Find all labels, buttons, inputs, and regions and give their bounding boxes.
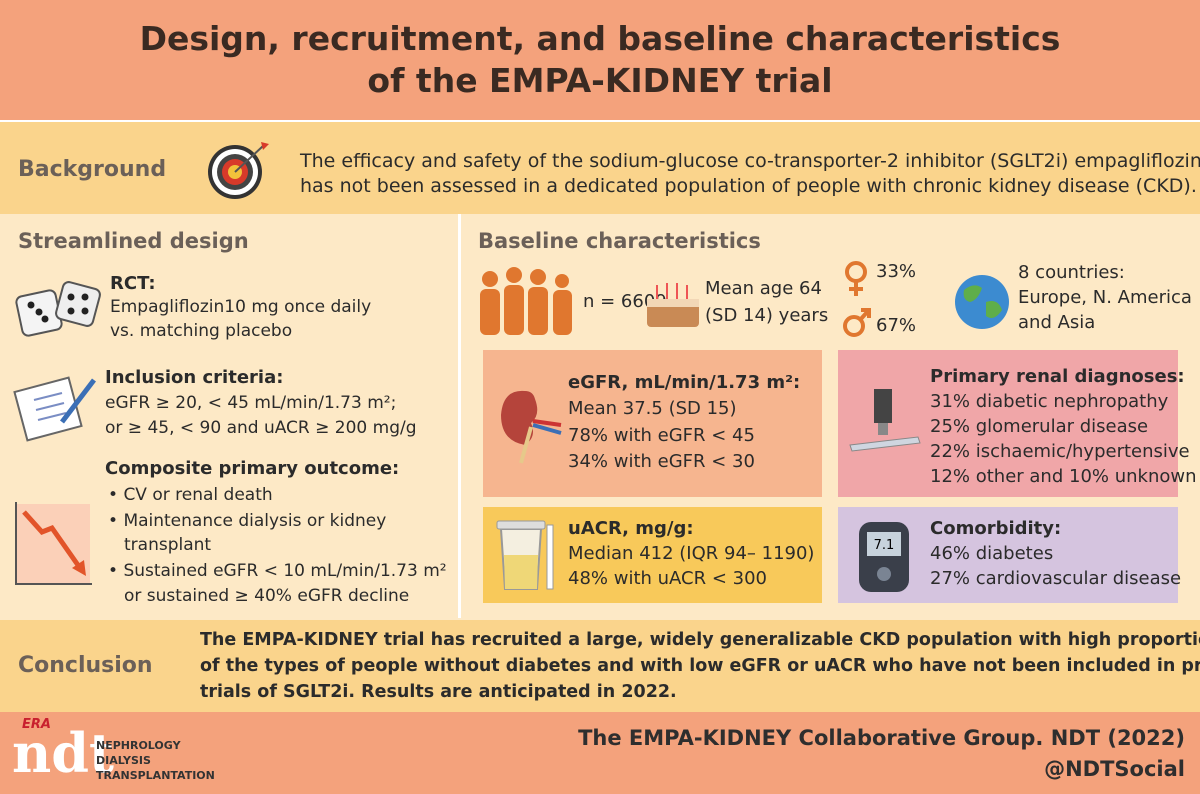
box-label: uACR, mg/g: — [568, 518, 694, 539]
microscope-icon — [849, 389, 921, 452]
box-text: 27% cardiovascular disease — [930, 568, 1182, 589]
box-text: 25% glomerular disease — [930, 416, 1149, 437]
clipboard-icon — [13, 376, 96, 442]
conclusion-text: of the types of people without diabetes … — [200, 656, 1200, 676]
stat-text: (SD 14) years — [705, 305, 829, 326]
conclusion-text: The EMPA-KIDNEY trial has recruited a la… — [200, 630, 1200, 650]
section-label: Background — [18, 157, 167, 182]
box-text: Mean 37.5 (SD 15) — [568, 398, 737, 419]
logo-text: DIALYSIS — [96, 754, 151, 767]
box-label: Comorbidity: — [930, 518, 1062, 539]
cake-icon — [647, 283, 699, 327]
logo-ndt: ndt — [12, 721, 114, 785]
globe-icon — [955, 275, 1009, 329]
background-text: The efficacy and safety of the sodium-gl… — [300, 150, 1200, 172]
footer-band — [0, 712, 1200, 794]
dice-icon — [15, 281, 101, 337]
logo-text: NEPHROLOGY — [96, 739, 181, 752]
bullet: • Sustained eGFR < 10 mL/min/1.73 m² — [108, 561, 447, 581]
bullet-text: transplant — [124, 535, 212, 555]
box-text: 22% ischaemic/hypertensive — [930, 441, 1190, 462]
stat-text: Europe, N. America — [1018, 287, 1192, 308]
glucose-meter-icon: 7.1 — [859, 522, 909, 592]
box-text: 78% with eGFR < 45 — [568, 425, 755, 446]
bullet: • CV or renal death — [108, 485, 273, 505]
target-icon — [208, 142, 269, 199]
conclusion-band — [0, 620, 1200, 712]
background-band — [0, 120, 1200, 214]
kidney-icon — [501, 390, 562, 464]
item-text: vs. matching placebo — [110, 321, 293, 341]
divider — [458, 214, 461, 618]
item-label: RCT: — [110, 273, 156, 294]
section-heading: Streamlined design — [18, 229, 249, 253]
box-text: 12% other and 10% unknown — [930, 466, 1197, 487]
item-label: Inclusion criteria: — [105, 367, 284, 388]
bullet-text: or sustained ≥ 40% eGFR decline — [124, 586, 410, 606]
conclusion-text: trials of SGLT2i. Results are anticipate… — [200, 682, 677, 702]
stat-text: 8 countries: — [1018, 262, 1125, 283]
title-line: of the EMPA-KIDNEY trial — [367, 61, 833, 100]
bullet: • Maintenance dialysis or kidney — [108, 511, 387, 531]
stat-text: 33% — [876, 261, 917, 282]
stat-text: and Asia — [1018, 312, 1096, 333]
logo-era: ERA — [22, 717, 51, 732]
handle: @NDTSocial — [1044, 757, 1185, 781]
box-text: Median 412 (IQR 94– 1190) — [568, 543, 815, 564]
box-label: Primary renal diagnoses: — [930, 366, 1185, 387]
item-text: or ≥ 45, < 90 and uACR ≥ 200 mg/g — [105, 418, 417, 438]
people-icon — [480, 267, 572, 335]
bullet-text: Sustained eGFR < 10 mL/min/1.73 m² — [123, 561, 447, 581]
title-line: Design, recruitment, and baseline charac… — [139, 19, 1061, 58]
box-text: 48% with uACR < 300 — [568, 568, 768, 589]
bullet-text: CV or renal death — [123, 485, 273, 505]
decline-chart-icon — [15, 502, 92, 585]
bullet-text: Maintenance dialysis or kidney — [123, 511, 387, 531]
stat-text: Mean age 64 — [705, 278, 822, 299]
stat-text: n = 6609 — [583, 291, 667, 312]
item-text: eGFR ≥ 20, < 45 mL/min/1.73 m²; — [105, 393, 397, 413]
section-label: Conclusion — [18, 653, 153, 678]
urine-cup-icon — [496, 520, 554, 590]
meter-reading: 7.1 — [874, 538, 895, 553]
box-text: 34% with eGFR < 30 — [568, 451, 755, 472]
box-text: 31% diabetic nephropathy — [930, 391, 1169, 412]
header-band — [0, 0, 1200, 120]
box-label: eGFR, mL/min/1.73 m²: — [568, 372, 801, 393]
item-label: Composite primary outcome: — [105, 458, 400, 479]
item-text: Empagliflozin10 mg once daily — [110, 297, 372, 317]
box-text: 46% diabetes — [930, 543, 1054, 564]
renal-box — [838, 350, 1178, 497]
citation: The EMPA-KIDNEY Collaborative Group. NDT… — [578, 726, 1185, 750]
section-heading: Baseline characteristics — [478, 229, 761, 253]
background-text: has not been assessed in a dedicated pop… — [300, 175, 1197, 197]
stat-text: 67% — [876, 315, 917, 336]
sex-icons — [843, 261, 871, 337]
logo-text: TRANSPLANTATION — [96, 769, 215, 782]
